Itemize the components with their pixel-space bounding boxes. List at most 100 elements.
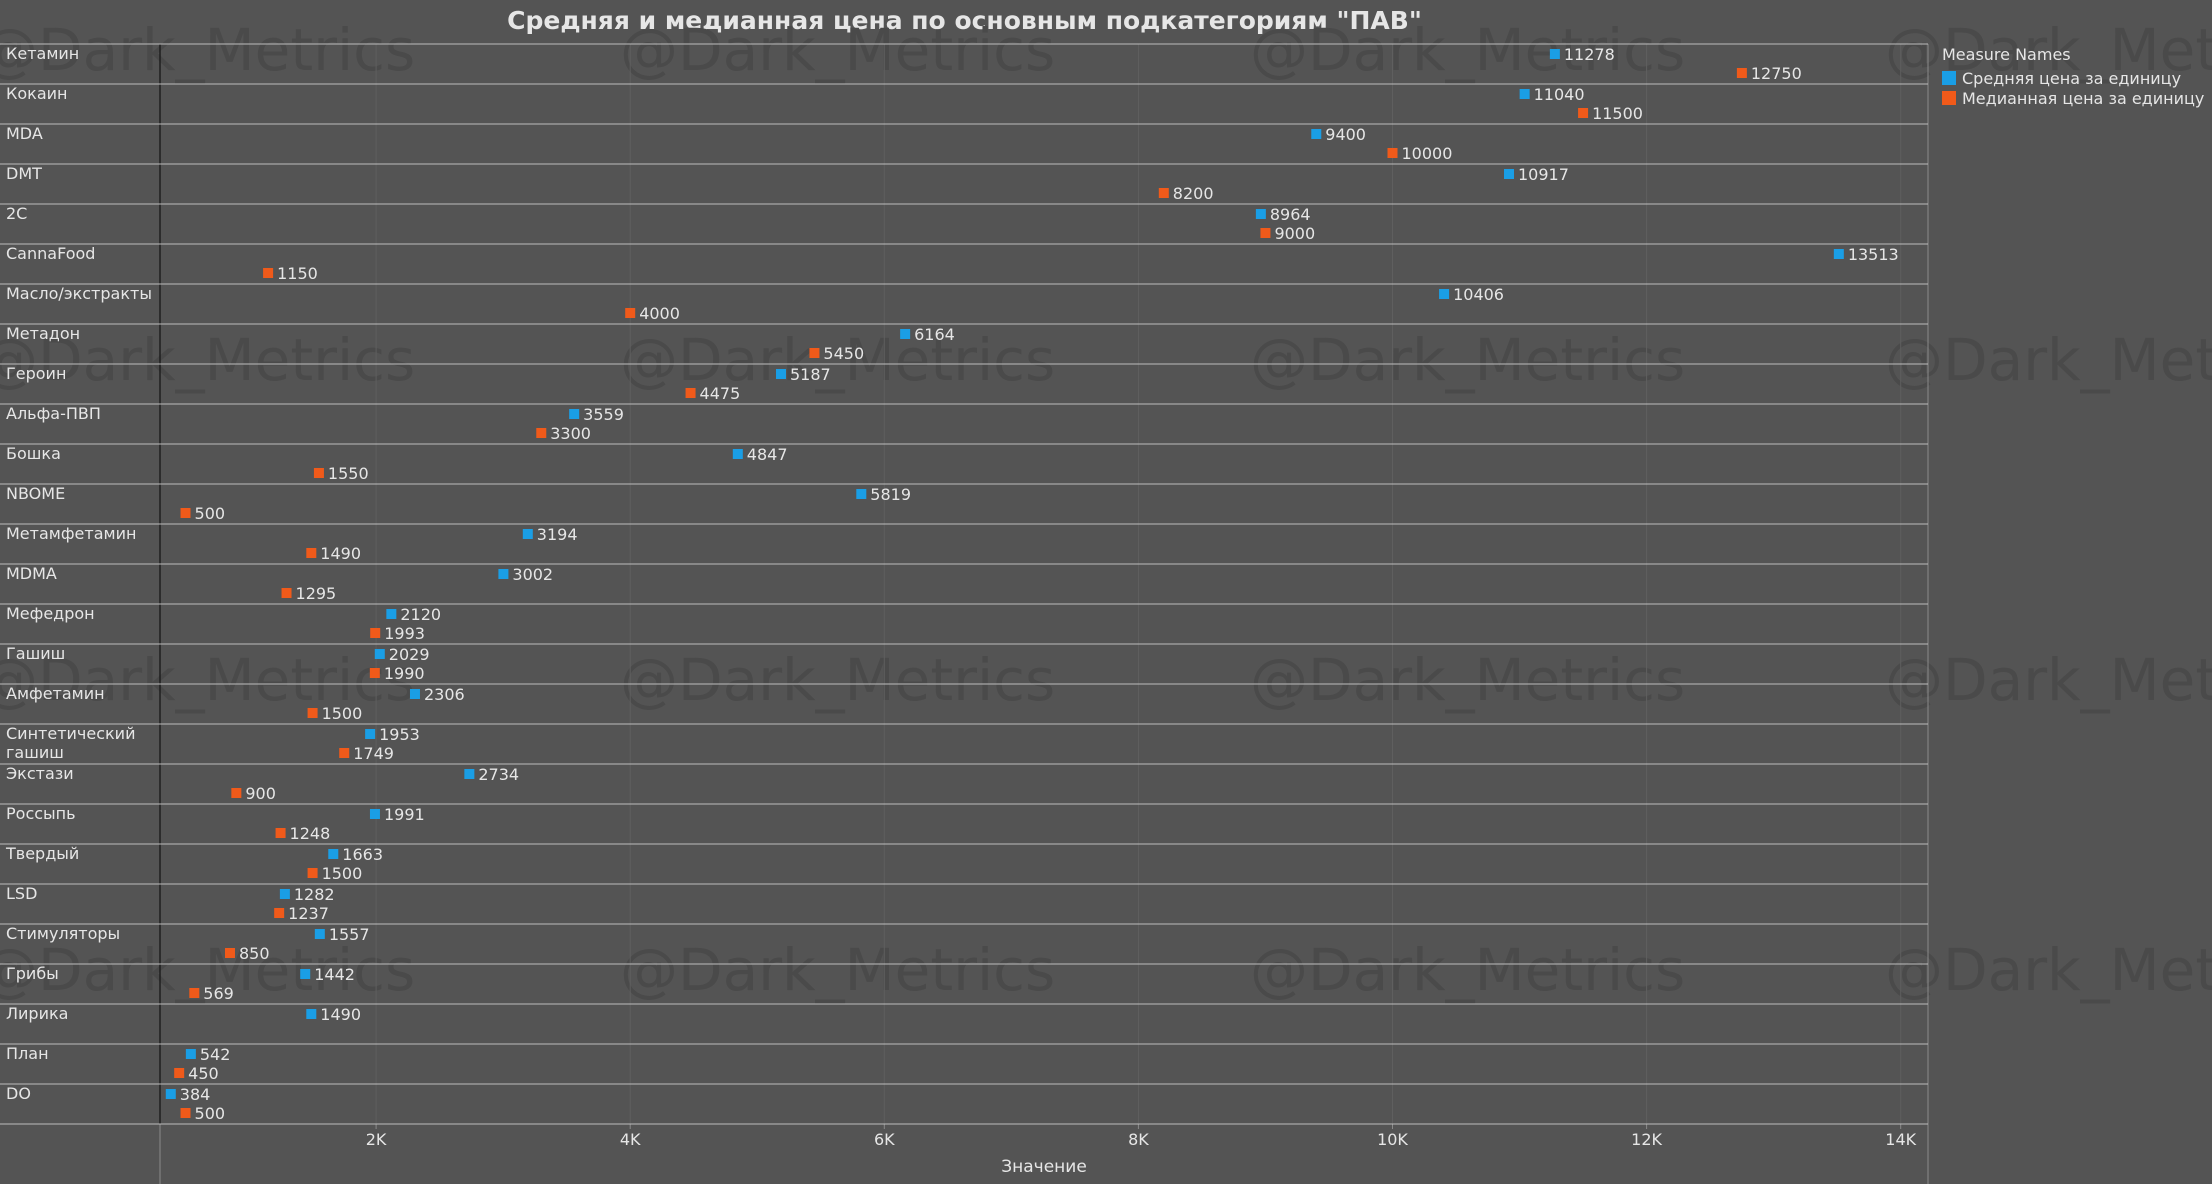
mean-price-label: 1991 [384, 805, 425, 824]
median-price-point [231, 788, 242, 798]
watermark-text: @Dark_Metrics [1885, 326, 2212, 394]
median-price-point [1736, 68, 1747, 78]
median-price-point [180, 508, 191, 518]
mean-price-label: 3002 [512, 565, 553, 584]
median-price-point [1387, 148, 1398, 158]
mean-price-point [328, 849, 339, 859]
x-tick-label: 4K [620, 1130, 641, 1149]
mean-price-point [1255, 209, 1266, 219]
watermark-text: @Dark_Metrics [620, 326, 1055, 394]
mean-price-label: 2734 [478, 765, 519, 784]
median-price-point [536, 428, 547, 438]
category-label: Экстази [6, 764, 74, 783]
median-price-label: 450 [188, 1064, 219, 1083]
category-label: Мефедрон [6, 604, 95, 623]
median-price-label: 850 [239, 944, 270, 963]
median-price-label: 3300 [550, 424, 591, 443]
mean-price-label: 6164 [914, 325, 955, 344]
median-price-label: 1237 [288, 904, 329, 923]
median-price-point [307, 708, 318, 718]
mean-price-label: 1663 [342, 845, 383, 864]
legend: Measure Names Средняя цена за единицу Мед… [1942, 45, 2204, 108]
median-price-label: 4475 [700, 384, 741, 403]
median-price-label: 11500 [1592, 104, 1643, 123]
watermark-text: @Dark_Metrics [620, 646, 1055, 714]
category-label: Россыпь [6, 804, 76, 823]
median-price-label: 9000 [1274, 224, 1315, 243]
mean-price-point [1439, 289, 1450, 299]
x-tick-label: 10K [1377, 1130, 1408, 1149]
mean-price-point [1519, 89, 1530, 99]
mean-price-label: 2120 [400, 605, 441, 624]
median-price-label: 500 [195, 504, 226, 523]
mean-price-label: 384 [180, 1085, 211, 1104]
median-price-label: 900 [245, 784, 276, 803]
median-price-label: 10000 [1402, 144, 1453, 163]
median-price-point [1578, 108, 1589, 118]
mean-price-point [856, 489, 867, 499]
mean-price-label: 13513 [1848, 245, 1899, 264]
mean-price-point [374, 649, 385, 659]
watermark-text: @Dark_Metrics [1885, 936, 2212, 1004]
category-label: Лирика [6, 1004, 68, 1023]
median-price-point [224, 948, 235, 958]
category-label: Грибы [6, 964, 59, 983]
mean-price-point [1311, 129, 1322, 139]
legend-label: Медианная цена за единицу [1962, 88, 2205, 108]
mean-price-point [464, 769, 475, 779]
category-label: 2C [6, 204, 27, 223]
category-label: Альфа-ПВП [6, 404, 101, 423]
legend-swatch [1942, 71, 1956, 85]
mean-price-point [369, 809, 380, 819]
category-label: Амфетамин [6, 684, 105, 703]
category-label: DMT [6, 164, 42, 183]
category-label: гашиш [6, 743, 64, 762]
category-label: Гашиш [6, 644, 65, 663]
median-price-point [313, 468, 324, 478]
median-price-point [275, 828, 286, 838]
watermark-text: @Dark_Metrics [0, 646, 415, 714]
mean-price-label: 9400 [1325, 125, 1366, 144]
mean-price-point [185, 1049, 196, 1059]
median-price-point [1260, 228, 1271, 238]
mean-price-point [386, 609, 397, 619]
mean-price-label: 1282 [294, 885, 335, 904]
median-price-point [809, 348, 820, 358]
category-label: Кетамин [6, 44, 79, 63]
x-tick-label: 6K [874, 1130, 895, 1149]
watermark-text: @Dark_Metrics [1885, 16, 2212, 84]
mean-price-point [365, 729, 376, 739]
median-price-label: 1990 [384, 664, 425, 683]
median-price-label: 1500 [322, 864, 363, 883]
mean-price-label: 5819 [870, 485, 911, 504]
category-label: Героин [6, 364, 66, 383]
median-price-label: 1550 [328, 464, 369, 483]
mean-price-point [409, 689, 420, 699]
watermark-text: @Dark_Metrics [0, 936, 415, 1004]
median-price-label: 1500 [322, 704, 363, 723]
category-label: MDMA [6, 564, 57, 583]
mean-price-point [279, 889, 290, 899]
category-label: Стимуляторы [6, 924, 120, 943]
legend-title: Measure Names [1942, 45, 2071, 64]
x-tick-label: 12K [1631, 1130, 1662, 1149]
watermark-text: @Dark_Metrics [1250, 326, 1685, 394]
mean-price-label: 1953 [379, 725, 420, 744]
category-label: NBOME [6, 484, 65, 503]
watermark-text: @Dark_Metrics [620, 16, 1055, 84]
median-price-point [180, 1108, 191, 1118]
category-label: Кокаин [6, 84, 67, 103]
median-price-point [174, 1068, 185, 1078]
mean-price-label: 1557 [329, 925, 370, 944]
mean-price-label: 542 [200, 1045, 231, 1064]
mean-price-label: 3559 [583, 405, 624, 424]
mean-price-label: 5187 [790, 365, 831, 384]
x-tick-label: 2K [366, 1130, 387, 1149]
mean-price-label: 4847 [747, 445, 788, 464]
legend-item: Средняя цена за единицу [1942, 68, 2204, 88]
legend-label: Средняя цена за единицу [1962, 68, 2182, 88]
mean-price-label: 1442 [314, 965, 355, 984]
mean-price-point [1833, 249, 1844, 259]
mean-price-point [300, 969, 311, 979]
